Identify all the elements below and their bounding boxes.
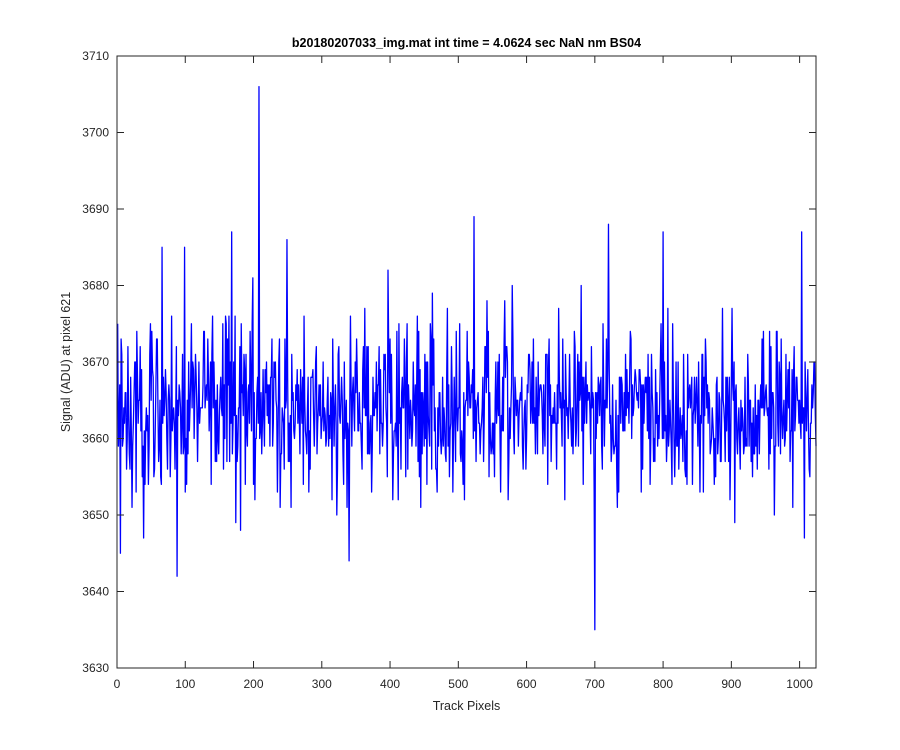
x-tick-label: 900	[721, 677, 741, 691]
x-tick-label: 800	[653, 677, 673, 691]
y-tick-label: 3680	[82, 279, 109, 293]
x-tick-label: 200	[244, 677, 264, 691]
x-axis-label: Track Pixels	[433, 699, 501, 713]
tick-layer: 0 100 200 300 400 500 600 700 800 900 1000 3630 3640…	[82, 49, 816, 691]
y-tick-label: 3670	[82, 355, 109, 369]
x-tick-label: 300	[312, 677, 332, 691]
x-tick-label: 700	[585, 677, 605, 691]
x-tick-label: 500	[448, 677, 468, 691]
chart-title: b20180207033_img.mat int time = 4.0624 s…	[292, 36, 641, 50]
y-tick-label: 3650	[82, 508, 109, 522]
x-tick-label: 400	[380, 677, 400, 691]
x-tick-label: 100	[175, 677, 195, 691]
y-tick-label: 3640	[82, 585, 109, 599]
y-axis-label: Signal (ADU) at pixel 621	[59, 292, 73, 432]
y-tick-label: 3660	[82, 432, 109, 446]
series-layer	[117, 85, 817, 631]
y-tick-label: 3710	[82, 49, 109, 63]
x-tick-label: 1000	[786, 677, 813, 691]
y-tick-label: 3690	[82, 202, 109, 216]
y-tick-label: 3700	[82, 126, 109, 140]
x-tick-label: 600	[517, 677, 537, 691]
x-tick-label: 0	[114, 677, 121, 691]
series-line	[117, 85, 817, 631]
y-tick-label: 3630	[82, 661, 109, 675]
